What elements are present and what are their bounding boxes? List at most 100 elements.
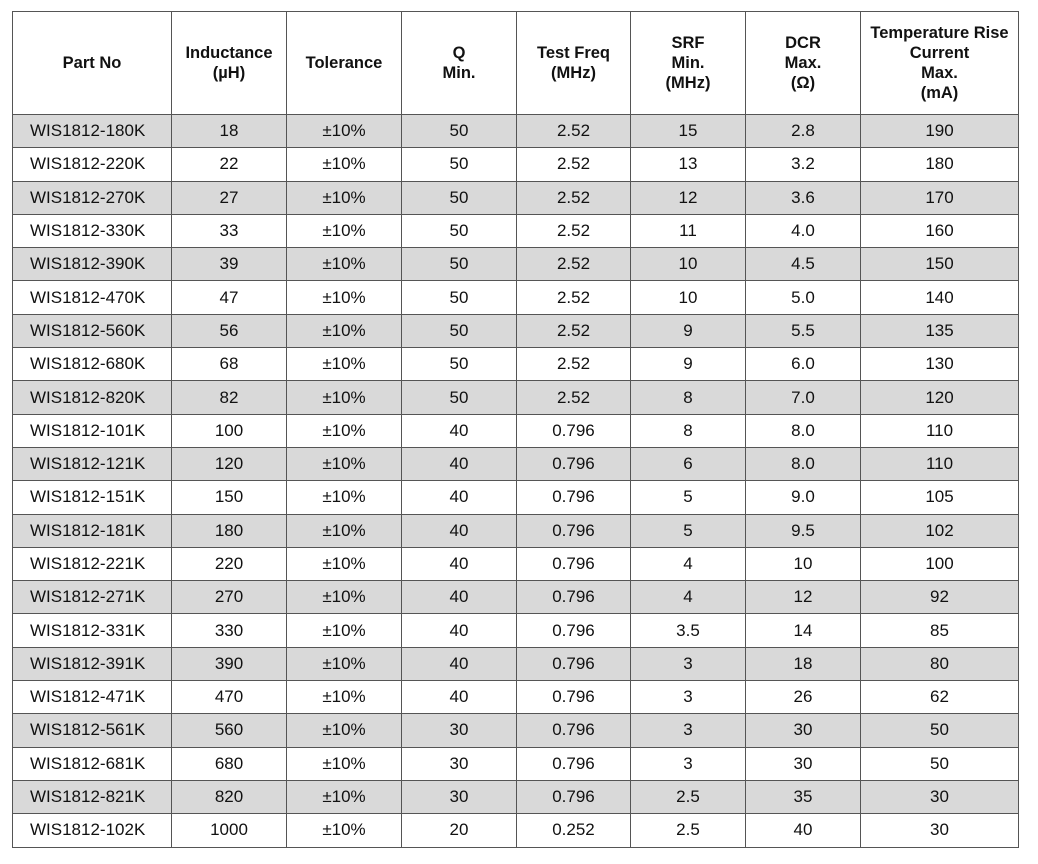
table-header: Part No Inductance (µH) Tolerance Q Min. Test …	[12, 11, 1019, 115]
cell-test-freq: 0.796	[516, 413, 631, 448]
cell-q-min: 50	[401, 247, 517, 282]
cell-inductance: 560	[171, 713, 287, 748]
cell-tolerance: ±10%	[286, 380, 402, 415]
cell-srf-min: 2.5	[630, 779, 746, 815]
column-header-line: DCR	[785, 34, 821, 52]
cell-tolerance: ±10%	[286, 779, 402, 815]
cell-part-no: WIS1812-391K	[12, 646, 172, 682]
cell-test-freq: 0.252	[516, 813, 631, 848]
table-row: WIS1812-101K 100 ±10% 40 0.796 8 8.0 110	[12, 413, 1019, 448]
cell-part-no: WIS1812-681K	[12, 746, 172, 781]
cell-srf-min: 11	[630, 213, 746, 249]
column-header-dcr-max: DCR Max. (Ω)	[745, 11, 861, 115]
cell-part-no: WIS1812-102K	[12, 813, 172, 848]
cell-temp-rise: 160	[860, 213, 1019, 249]
table-row: WIS1812-181K 180 ±10% 40 0.796 5 9.5 102	[12, 513, 1019, 548]
cell-q-min: 40	[401, 480, 517, 515]
column-header-line: Test Freq	[536, 44, 611, 62]
cell-srf-min: 10	[630, 247, 746, 282]
column-header-line: (µH)	[212, 64, 246, 82]
cell-temp-rise: 180	[860, 147, 1019, 182]
cell-q-min: 20	[401, 813, 517, 848]
cell-dcr-max: 40	[745, 813, 861, 848]
cell-part-no: WIS1812-180K	[12, 113, 172, 149]
cell-srf-min: 4	[630, 546, 746, 582]
cell-dcr-max: 6.0	[745, 347, 861, 382]
cell-dcr-max: 30	[745, 746, 861, 781]
cell-srf-min: 15	[630, 113, 746, 149]
cell-test-freq: 2.52	[516, 113, 631, 149]
cell-dcr-max: 5.0	[745, 280, 861, 315]
table-row: WIS1812-561K 560 ±10% 30 0.796 3 30 50	[12, 713, 1019, 748]
column-header-line: Max.	[784, 54, 822, 72]
column-header-line: Temperature Rise	[870, 24, 1009, 42]
cell-dcr-max: 30	[745, 713, 861, 748]
cell-temp-rise: 102	[860, 513, 1019, 548]
cell-temp-rise: 85	[860, 613, 1019, 648]
table-row: WIS1812-220K 22 ±10% 50 2.52 13 3.2 180	[12, 147, 1019, 182]
cell-srf-min: 3	[630, 713, 746, 748]
cell-part-no: WIS1812-330K	[12, 213, 172, 249]
cell-dcr-max: 7.0	[745, 380, 861, 415]
cell-test-freq: 0.796	[516, 546, 631, 582]
cell-inductance: 100	[171, 413, 287, 448]
cell-tolerance: ±10%	[286, 613, 402, 648]
cell-tolerance: ±10%	[286, 680, 402, 715]
table-row: WIS1812-820K 82 ±10% 50 2.52 8 7.0 120	[12, 380, 1019, 415]
cell-inductance: 120	[171, 446, 287, 482]
cell-temp-rise: 105	[860, 480, 1019, 515]
column-header-line: Inductance	[185, 44, 273, 62]
cell-tolerance: ±10%	[286, 813, 402, 848]
column-header-line: Current	[909, 44, 970, 62]
column-header-line: Max.	[921, 64, 958, 82]
cell-part-no: WIS1812-101K	[12, 413, 172, 448]
cell-tolerance: ±10%	[286, 313, 402, 349]
cell-test-freq: 0.796	[516, 646, 631, 682]
inductor-spec-table: Part No Inductance (µH) Tolerance Q Min. Test …	[12, 11, 1019, 848]
cell-srf-min: 10	[630, 280, 746, 315]
cell-inductance: 82	[171, 380, 287, 415]
cell-dcr-max: 35	[745, 779, 861, 815]
cell-temp-rise: 50	[860, 713, 1019, 748]
cell-temp-rise: 50	[860, 746, 1019, 781]
cell-tolerance: ±10%	[286, 746, 402, 781]
cell-inductance: 27	[171, 180, 287, 215]
column-header-line: SRF	[671, 34, 705, 52]
cell-inductance: 33	[171, 213, 287, 249]
table-row: WIS1812-121K 120 ±10% 40 0.796 6 8.0 110	[12, 446, 1019, 482]
column-header-inductance: Inductance (µH)	[171, 11, 287, 115]
cell-q-min: 40	[401, 446, 517, 482]
cell-temp-rise: 130	[860, 347, 1019, 382]
cell-test-freq: 0.796	[516, 779, 631, 815]
cell-tolerance: ±10%	[286, 646, 402, 682]
cell-q-min: 50	[401, 380, 517, 415]
cell-part-no: WIS1812-221K	[12, 546, 172, 582]
cell-test-freq: 2.52	[516, 147, 631, 182]
cell-tolerance: ±10%	[286, 546, 402, 582]
cell-tolerance: ±10%	[286, 247, 402, 282]
cell-inductance: 68	[171, 347, 287, 382]
cell-srf-min: 5	[630, 513, 746, 548]
cell-temp-rise: 140	[860, 280, 1019, 315]
column-header-line: Part No	[62, 54, 122, 72]
table-row: WIS1812-471K 470 ±10% 40 0.796 3 26 62	[12, 680, 1019, 715]
column-header-line: Min.	[442, 64, 476, 82]
cell-inductance: 820	[171, 779, 287, 815]
cell-dcr-max: 14	[745, 613, 861, 648]
cell-dcr-max: 3.6	[745, 180, 861, 215]
cell-part-no: WIS1812-821K	[12, 779, 172, 815]
cell-part-no: WIS1812-220K	[12, 147, 172, 182]
cell-dcr-max: 26	[745, 680, 861, 715]
column-header-line: (MHz)	[551, 64, 596, 82]
cell-test-freq: 2.52	[516, 380, 631, 415]
cell-test-freq: 0.796	[516, 680, 631, 715]
table-row: WIS1812-821K 820 ±10% 30 0.796 2.5 35 30	[12, 779, 1019, 815]
cell-part-no: WIS1812-390K	[12, 247, 172, 282]
cell-dcr-max: 2.8	[745, 113, 861, 149]
cell-q-min: 40	[401, 546, 517, 582]
cell-inductance: 47	[171, 280, 287, 315]
cell-srf-min: 3	[630, 746, 746, 781]
cell-q-min: 40	[401, 413, 517, 448]
cell-part-no: WIS1812-560K	[12, 313, 172, 349]
cell-part-no: WIS1812-561K	[12, 713, 172, 748]
